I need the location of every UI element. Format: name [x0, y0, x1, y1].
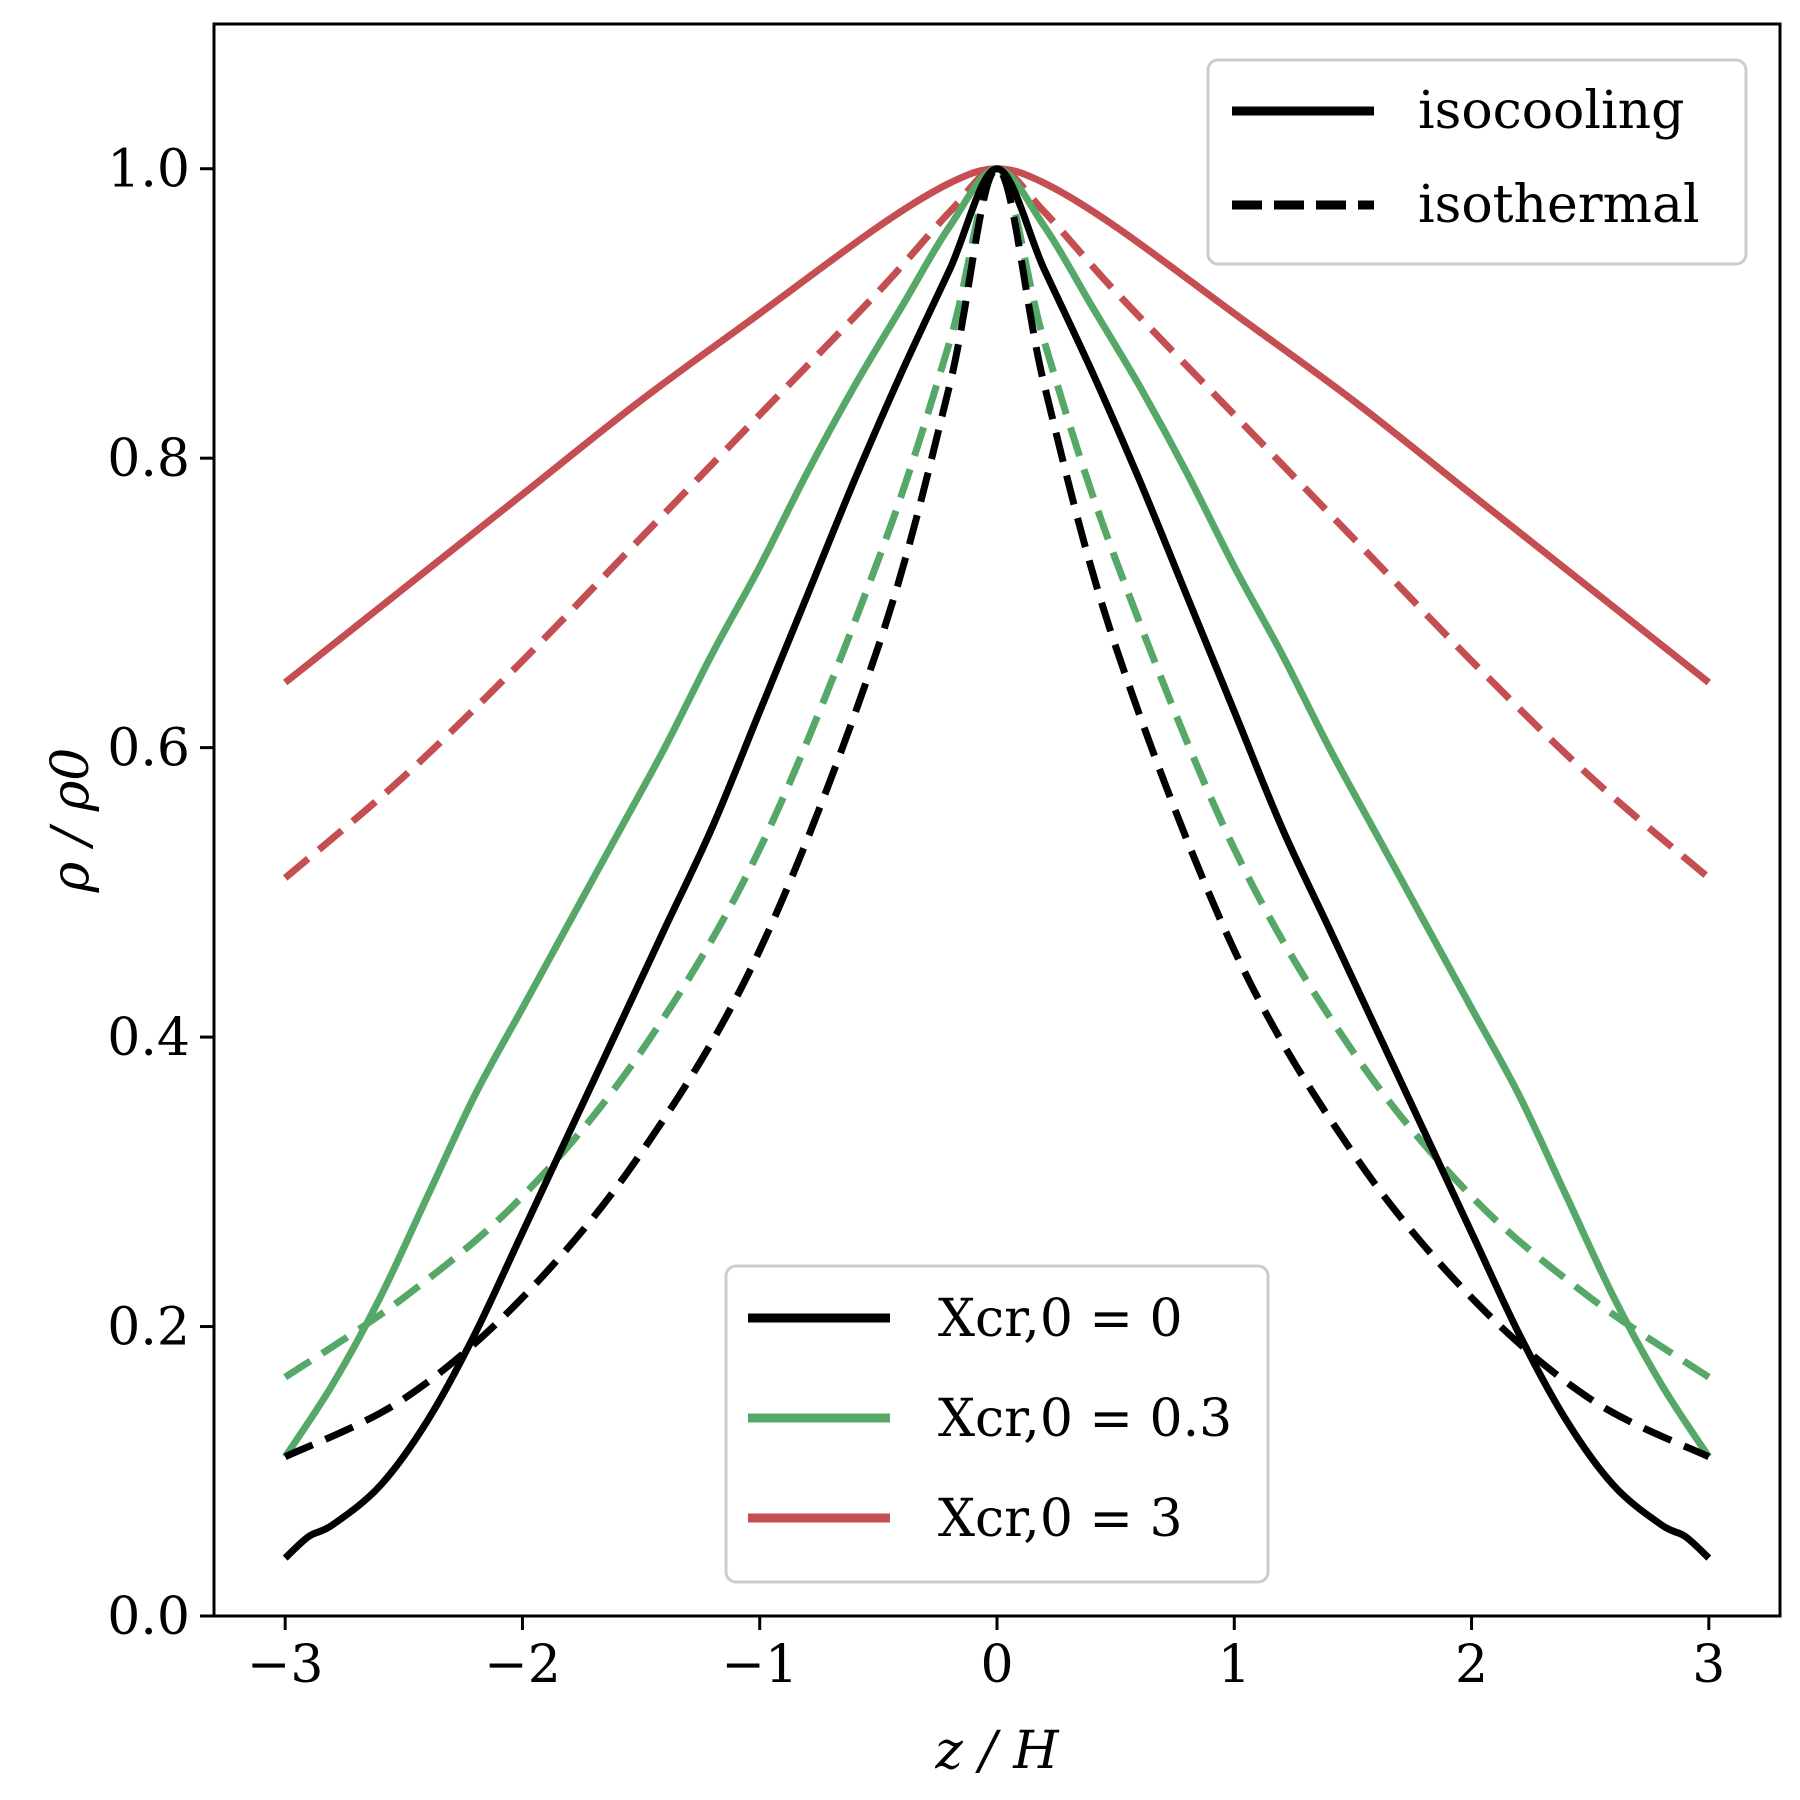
legend-xcr-3-label: Xcr,0 = 3: [938, 1489, 1183, 1549]
ticks-layer: −3 −2 −1 0 1 2 3 0.0 0.2 0.4 0.6 0.8 1.0: [107, 140, 1725, 1695]
y-tick-label: 0.8: [107, 429, 190, 489]
series-line-isothermal-xcr-0.3: [283, 165, 1711, 1381]
y-tick-label: 0.0: [107, 1587, 190, 1647]
series-line-isothermal-xcr-0: [283, 165, 1711, 1460]
series-line-isocooling-xcr-0: [282, 165, 1712, 1561]
y-tick-label: 0.4: [107, 1008, 190, 1068]
x-tick-label: −3: [247, 1635, 324, 1695]
x-tick-label: −2: [484, 1635, 561, 1695]
y-tick-label: 1.0: [107, 140, 190, 200]
legend-model: isocooling isothermal: [1206, 58, 1748, 266]
legend-xcr-0.3-label: Xcr,0 = 0.3: [938, 1389, 1232, 1449]
x-axis-label: z / H: [934, 1721, 1060, 1781]
legend-xcr-0-label: Xcr,0 = 0: [938, 1289, 1183, 1349]
series-line-isothermal-xcr-3: [282, 165, 1712, 881]
legend-xcr-box: [724, 1264, 1270, 1584]
x-tick-label: 1: [1218, 1635, 1251, 1695]
x-tick-label: 2: [1455, 1635, 1488, 1695]
series-line-isocooling-xcr-0.3: [282, 165, 1712, 1459]
y-tick-label: 0.2: [107, 1298, 190, 1358]
x-tick-label: 3: [1692, 1635, 1725, 1695]
legend-isocooling-label: isocooling: [1418, 81, 1684, 141]
legend-xcr: Xcr,0 = 0 Xcr,0 = 0.3 Xcr,0 = 3: [724, 1264, 1270, 1584]
series-layer: [282, 165, 1712, 1561]
y-tick-label: 0.6: [107, 719, 190, 779]
legend-isothermal-label: isothermal: [1418, 175, 1700, 235]
y-axis-label: ρ / ρ0: [41, 748, 101, 894]
x-tick-label: 0: [980, 1635, 1013, 1695]
x-tick-label: −1: [721, 1635, 798, 1695]
